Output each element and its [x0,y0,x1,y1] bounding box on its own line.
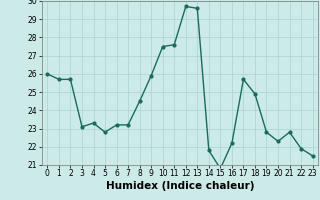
X-axis label: Humidex (Indice chaleur): Humidex (Indice chaleur) [106,181,254,191]
